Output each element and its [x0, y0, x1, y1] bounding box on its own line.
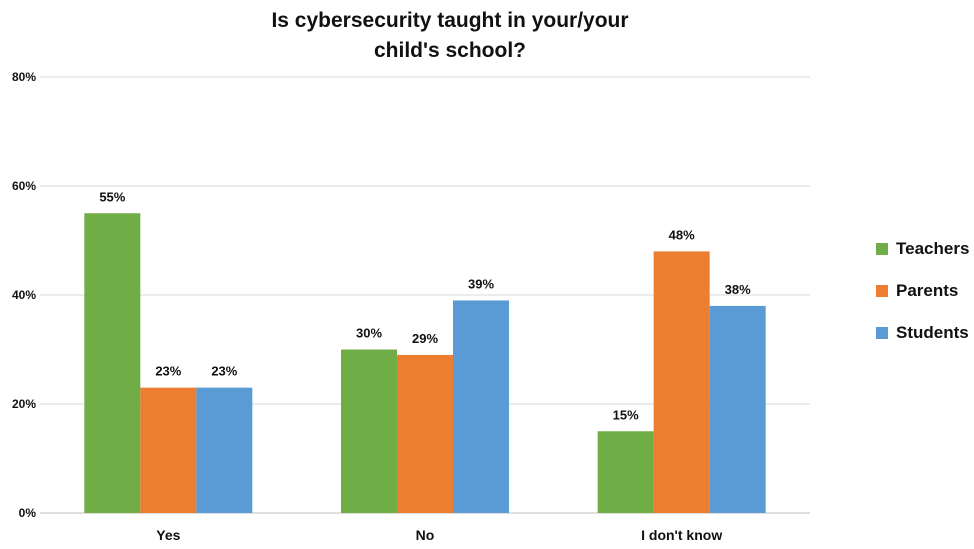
bar-teachers	[341, 349, 397, 513]
data-label: 48%	[669, 227, 695, 242]
data-label: 23%	[211, 364, 237, 379]
chart-title-line-1: Is cybersecurity taught in your/your	[271, 9, 629, 32]
legend-label-students: Students	[896, 323, 969, 342]
data-label: 23%	[155, 364, 181, 379]
bar-students	[196, 387, 253, 513]
data-label: 39%	[468, 276, 494, 291]
legend-swatch-teachers	[876, 243, 888, 255]
x-category-label: No	[416, 527, 435, 543]
chart-title-line-2: child's school?	[373, 39, 526, 62]
legend-label-parents: Parents	[896, 281, 959, 300]
y-tick-label: 0%	[19, 506, 37, 520]
y-tick-label: 80%	[12, 70, 36, 84]
bar-teachers	[597, 431, 654, 513]
y-tick-label: 20%	[12, 397, 36, 411]
data-label: 30%	[356, 326, 382, 341]
legend: Teachers Parents Students	[876, 238, 969, 364]
legend-item-teachers: Teachers	[876, 238, 969, 260]
legend-swatch-students	[876, 327, 888, 339]
x-category-label: Yes	[156, 527, 180, 543]
data-label: 38%	[725, 282, 751, 297]
data-label: 55%	[99, 189, 125, 204]
y-tick-label: 60%	[12, 179, 36, 193]
legend-item-parents: Parents	[876, 280, 969, 302]
legend-swatch-parents	[876, 285, 888, 297]
bar-parents	[397, 354, 453, 513]
data-label: 15%	[613, 407, 639, 422]
x-category-label: I don't know	[641, 527, 722, 543]
bar-students	[453, 300, 509, 513]
bar-parents	[140, 387, 197, 513]
bar-teachers	[84, 213, 141, 513]
legend-label-teachers: Teachers	[896, 239, 970, 258]
chart-title: Is cybersecurity taught in your/your chi…	[0, 6, 900, 66]
y-tick-label: 40%	[12, 288, 36, 302]
bar-parents	[653, 251, 710, 513]
legend-item-students: Students	[876, 322, 969, 344]
data-label: 29%	[412, 331, 438, 346]
bar-students	[709, 305, 766, 513]
